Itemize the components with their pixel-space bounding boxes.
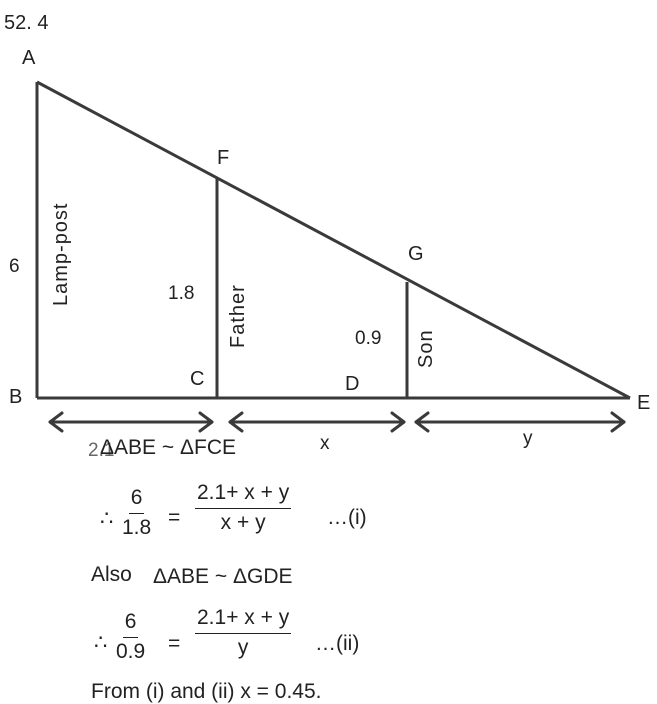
distance-label-y: y <box>523 428 533 449</box>
fraction-numerator: 2.1+ x + y <box>195 481 292 509</box>
height-label-son: 0.9 <box>355 328 382 349</box>
point-label-b: B <box>9 386 23 408</box>
fraction-numerator: 2.1+ x + y <box>195 606 292 634</box>
problem-number: 52. 4 <box>4 12 49 34</box>
distance-label-x: x <box>320 433 330 454</box>
point-label-d: D <box>345 373 360 395</box>
hypotenuse-ae <box>36 80 631 400</box>
point-label-e: E <box>637 392 651 414</box>
similarity-statement-1: ΔABE ~ ΔFCE <box>100 436 237 459</box>
point-label-f: F <box>217 147 230 169</box>
arrowhead-y-left <box>414 411 430 433</box>
point-label-c: C <box>190 368 205 390</box>
fraction-denominator: 0.9 <box>116 640 146 663</box>
fraction-denominator: x + y <box>220 511 266 534</box>
equals-sign-2: = <box>168 632 181 655</box>
fraction-sum-over-y: 2.1+ x + y y <box>195 606 292 660</box>
fraction-numerator: 6 <box>128 486 145 514</box>
point-label-a: A <box>22 47 36 69</box>
fraction-denominator: y <box>237 636 249 659</box>
father-label: Father <box>227 284 249 348</box>
point-label-g: G <box>408 243 424 265</box>
lamp-post-label: Lamp-post <box>50 202 72 307</box>
fraction-6-over-1.8: 6 1.8 <box>122 486 151 540</box>
also-label: Also <box>91 563 132 586</box>
fraction-6-over-0.9: 6 0.9 <box>116 610 145 664</box>
son-label: Son <box>415 329 437 368</box>
distance-label-bc: 2.1 <box>88 440 115 461</box>
arrowhead-bc-right <box>198 411 214 433</box>
arrowhead-x-left <box>228 411 244 433</box>
fraction-denominator: 1.8 <box>122 516 152 539</box>
fraction-sum-over-x-plus-y: 2.1+ x + y x + y <box>195 481 292 535</box>
fraction-numerator: 6 <box>122 610 139 638</box>
arrowhead-bc-left <box>48 411 64 433</box>
conclusion-text: From (i) and (ii) x = 0.45. <box>91 680 322 703</box>
equals-sign-1: = <box>168 506 181 529</box>
equation-tag-2: …(ii) <box>315 632 360 655</box>
therefore-symbol-2: ∴ <box>94 631 108 654</box>
arrowhead-y-right <box>610 411 626 433</box>
height-label-father: 1.8 <box>168 283 195 304</box>
equation-tag-1: …(i) <box>327 506 367 529</box>
height-label-lamp: 6 <box>9 256 20 277</box>
similarity-statement-2: ΔABE ~ ΔGDE <box>153 565 293 588</box>
arrowhead-x-right <box>390 411 406 433</box>
therefore-symbol-1: ∴ <box>100 507 114 530</box>
